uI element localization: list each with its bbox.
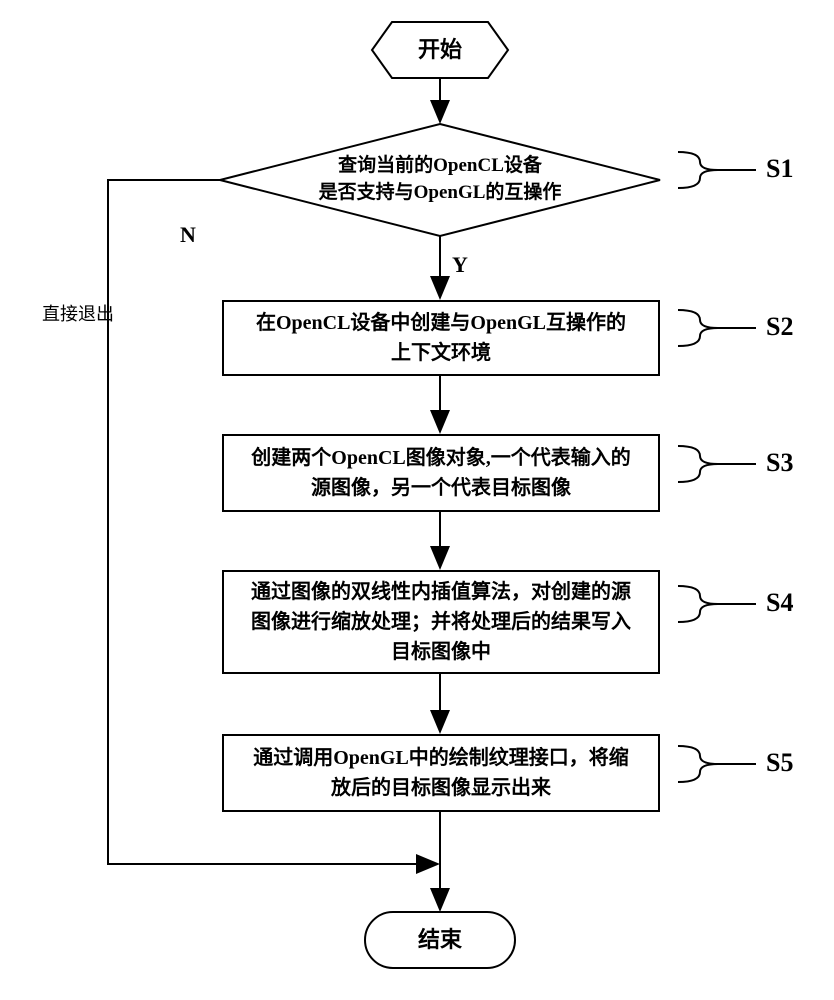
step-s4: S4 [766, 588, 793, 618]
s4-line1: 通过图像的双线性内插值算法，对创建的源 [251, 577, 631, 607]
exit-label: 直接退出 [42, 300, 132, 326]
s2-line2: 上下文环境 [391, 338, 491, 368]
brace-s2 [678, 310, 718, 346]
s5-box: 通过调用OpenGL中的绘制纹理接口，将缩 放后的目标图像显示出来 [222, 734, 660, 812]
s4-line3: 目标图像中 [391, 637, 491, 667]
s3-line2: 源图像，另一个代表目标图像 [311, 473, 571, 503]
brace-s1 [678, 152, 718, 188]
brace-s4 [678, 586, 718, 622]
s5-line2: 放后的目标图像显示出来 [331, 773, 551, 803]
end-label: 结束 [365, 912, 515, 968]
decision-line2: 是否支持与OpenGL的互操作 [319, 180, 562, 207]
step-s5: S5 [766, 748, 793, 778]
s3-box: 创建两个OpenCL图像对象,一个代表输入的 源图像，另一个代表目标图像 [222, 434, 660, 512]
decision-line1: 查询当前的OpenCL设备 [338, 153, 542, 180]
s2-line1: 在OpenCL设备中创建与OpenGL互操作的 [256, 308, 626, 338]
s5-line1: 通过调用OpenGL中的绘制纹理接口，将缩 [253, 743, 629, 773]
s4-box: 通过图像的双线性内插值算法，对创建的源 图像进行缩放处理；并将处理后的结果写入 … [222, 570, 660, 674]
flowchart-container: 开始 查询当前的OpenCL设备 是否支持与OpenGL的互操作 在OpenCL… [0, 0, 834, 1000]
start-label: 开始 [372, 22, 508, 78]
s3-line1: 创建两个OpenCL图像对象,一个代表输入的 [251, 443, 630, 473]
step-s3: S3 [766, 448, 793, 478]
decision-label: 查询当前的OpenCL设备 是否支持与OpenGL的互操作 [260, 148, 620, 212]
s2-box: 在OpenCL设备中创建与OpenGL互操作的 上下文环境 [222, 300, 660, 376]
s4-line2: 图像进行缩放处理；并将处理后的结果写入 [251, 607, 631, 637]
step-s2: S2 [766, 312, 793, 342]
brace-s3 [678, 446, 718, 482]
no-label: N [180, 222, 196, 248]
yes-label: Y [452, 252, 468, 278]
step-s1: S1 [766, 154, 793, 184]
brace-s5 [678, 746, 718, 782]
